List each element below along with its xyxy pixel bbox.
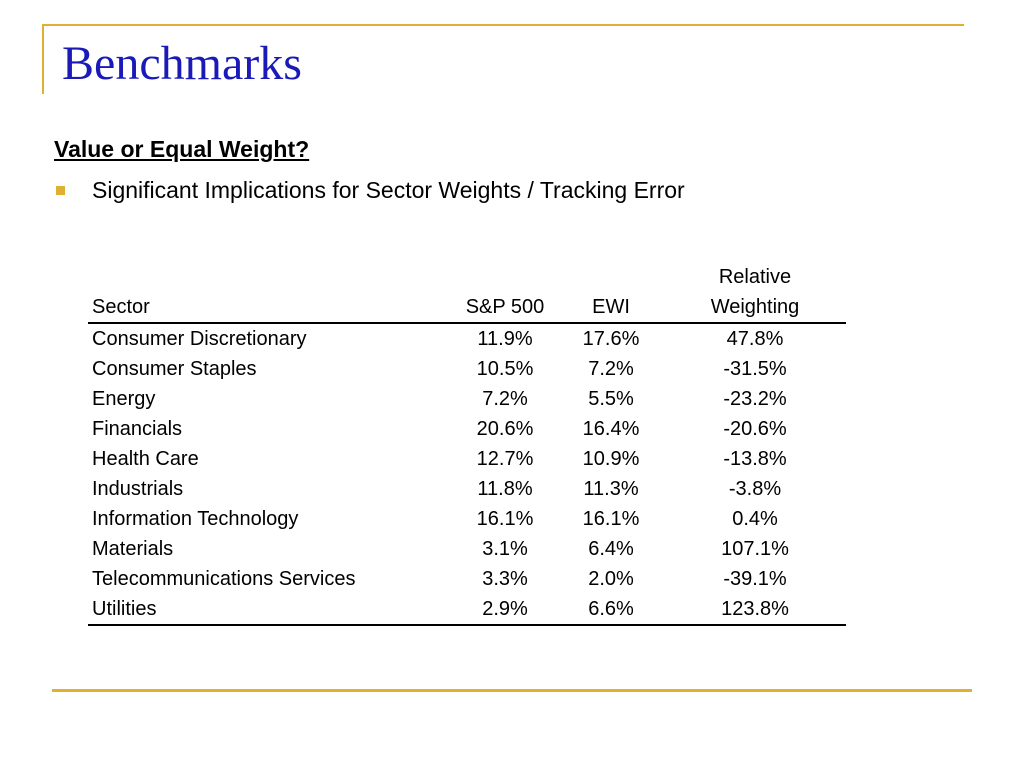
- cell-sp500: 11.8%: [477, 478, 533, 500]
- cell-sp500: 7.2%: [482, 388, 528, 410]
- cell-relative-weighting: -23.2%: [723, 388, 787, 410]
- cell-relative-weighting: -3.8%: [728, 478, 782, 500]
- cell-sp500: 2.9%: [482, 598, 528, 620]
- square-bullet-icon: [56, 186, 65, 195]
- cell-sector: Utilities: [92, 598, 157, 620]
- table-row: Energy 7.2% 5.5% -23.2%: [88, 384, 846, 414]
- bullet-text: Significant Implications for Sector Weig…: [92, 177, 685, 203]
- table-body: Consumer Discretionary 11.9% 17.6% 47.8% Con…: [88, 323, 846, 625]
- cell-relative-weighting: 123.8%: [721, 598, 789, 620]
- table-row: Industrials 11.8% 11.3% -3.8%: [88, 474, 846, 504]
- slide-subtitle: Value or Equal Weight?: [54, 136, 310, 162]
- cell-sp500: 3.1%: [482, 538, 528, 560]
- table-row: Health Care 12.7% 10.9% -13.8%: [88, 444, 846, 474]
- cell-ewi: 10.9%: [582, 448, 640, 470]
- table-row: Utilities 2.9% 6.6% 123.8%: [88, 594, 846, 625]
- frame-top-rule: [42, 24, 964, 26]
- cell-relative-weighting: -31.5%: [723, 358, 787, 380]
- cell-relative-weighting: 107.1%: [721, 538, 789, 560]
- cell-ewi: 17.6%: [582, 328, 640, 350]
- cell-ewi: 6.6%: [588, 598, 634, 620]
- table-header-row: Sector S&P 500 EWI Relative Weighting: [88, 262, 846, 323]
- cell-sector: Industrials: [92, 478, 184, 500]
- cell-relative-weighting: -13.8%: [723, 448, 787, 470]
- table-row: Telecommunications Services 3.3% 2.0% -39.1…: [88, 564, 846, 594]
- cell-ewi: 2.0%: [588, 568, 634, 590]
- header-relative-weighting: Relative Weighting: [664, 262, 846, 323]
- cell-sp500: 16.1%: [476, 508, 534, 530]
- cell-ewi: 6.4%: [588, 538, 634, 560]
- cell-ewi: 7.2%: [588, 358, 634, 380]
- cell-sp500: 10.5%: [476, 358, 534, 380]
- cell-sp500: 20.6%: [476, 418, 534, 440]
- cell-ewi: 16.1%: [582, 508, 640, 530]
- cell-ewi: 16.4%: [582, 418, 640, 440]
- header-sector: Sector: [92, 296, 150, 318]
- header-relative-line2: Weighting: [710, 296, 800, 318]
- cell-sp500: 3.3%: [482, 568, 528, 590]
- cell-relative-weighting: -20.6%: [723, 418, 787, 440]
- cell-sector: Telecommunications Services: [92, 568, 356, 590]
- table-row: Information Technology 16.1% 16.1% 0.4%: [88, 504, 846, 534]
- cell-sp500: 12.7%: [476, 448, 534, 470]
- cell-sector: Information Technology: [92, 508, 299, 530]
- cell-sector: Consumer Discretionary: [92, 328, 307, 350]
- cell-relative-weighting: -39.1%: [723, 568, 787, 590]
- cell-relative-weighting: 0.4%: [732, 508, 778, 530]
- header-ewi: EWI: [592, 296, 630, 318]
- cell-sector: Financials: [92, 418, 183, 440]
- frame-left-rule: [42, 24, 44, 94]
- table-row: Consumer Staples 10.5% 7.2% -31.5%: [88, 354, 846, 384]
- cell-relative-weighting: 47.8%: [726, 328, 784, 350]
- table-row: Materials 3.1% 6.4% 107.1%: [88, 534, 846, 564]
- frame-bottom-rule: [52, 689, 972, 692]
- header-sp500: S&P 500: [465, 296, 545, 318]
- table-row: Consumer Discretionary 11.9% 17.6% 47.8%: [88, 323, 846, 354]
- slide-title: Benchmarks: [62, 37, 302, 90]
- cell-sp500: 11.9%: [477, 328, 533, 350]
- bullet-item: Significant Implications for Sector Weig…: [56, 179, 685, 202]
- cell-ewi: 11.3%: [583, 478, 639, 500]
- sector-weights-table: Sector S&P 500 EWI Relative Weighting Co…: [88, 262, 846, 626]
- cell-sector: Materials: [92, 538, 174, 560]
- cell-sector: Energy: [92, 388, 156, 410]
- table-row: Financials 20.6% 16.4% -20.6%: [88, 414, 846, 444]
- cell-sector: Health Care: [92, 448, 199, 470]
- cell-sector: Consumer Staples: [92, 358, 257, 380]
- cell-ewi: 5.5%: [588, 388, 634, 410]
- header-relative-line1: Relative: [718, 266, 792, 288]
